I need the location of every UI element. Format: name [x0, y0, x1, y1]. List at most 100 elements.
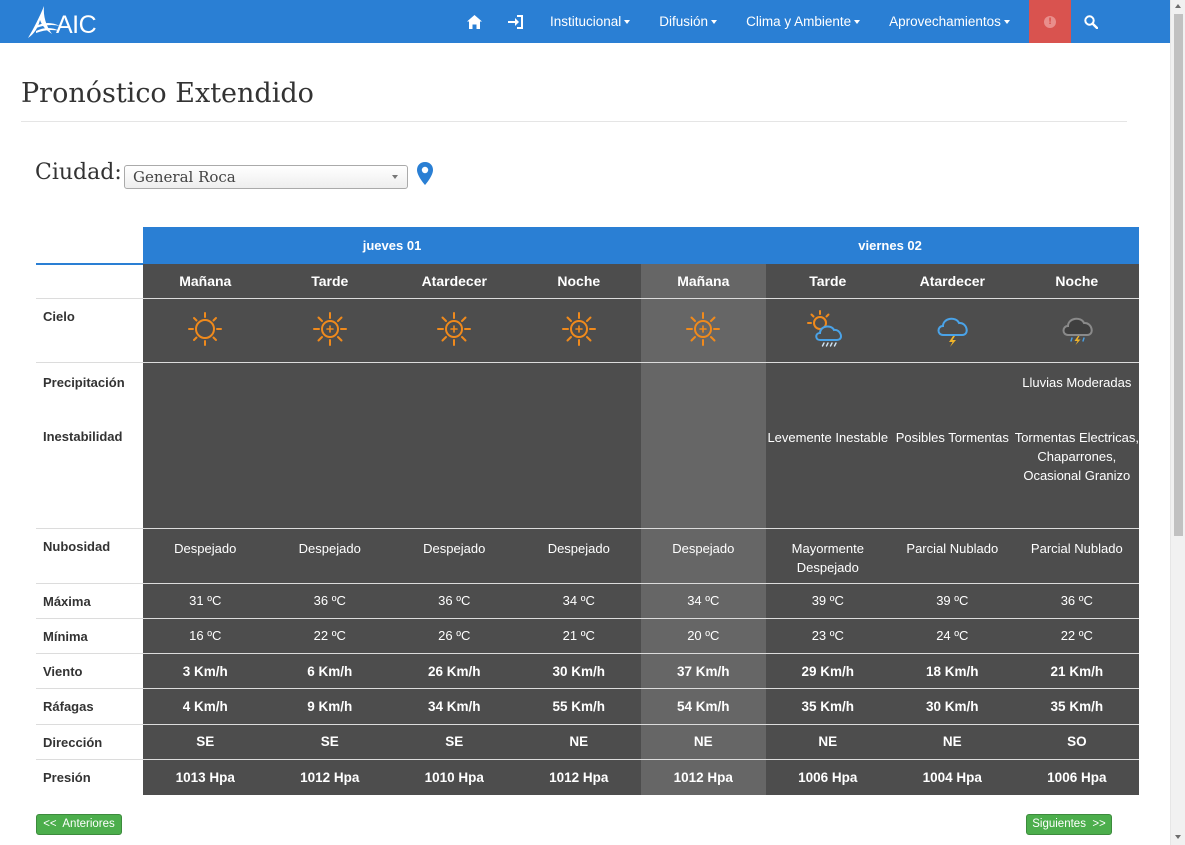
city-select-value: General Roca	[133, 168, 236, 186]
search-icon	[1084, 14, 1098, 29]
nubosidad-cell: Despejado	[392, 527, 517, 583]
viento-cell: 21 Km/h	[1014, 653, 1140, 689]
chevron-down-icon	[392, 175, 398, 179]
page-title: Pronóstico Extendido	[21, 78, 314, 109]
minima-cell: 20 ºC	[641, 617, 766, 654]
periods-header-row: Mañana Tarde Atardecer Noche Mañana Tard…	[36, 264, 1140, 298]
period-header: Noche	[516, 264, 642, 298]
presion-cell: 1006 Hpa	[765, 758, 891, 795]
minima-cell: 16 ºC	[143, 617, 268, 654]
storm-cloud-icon	[1062, 317, 1093, 345]
presion-cell: 1012 Hpa	[516, 758, 642, 795]
nubosidad-cell: Despejado	[143, 527, 268, 583]
sky-cell	[1014, 297, 1140, 362]
sky-cell	[143, 297, 268, 362]
maxima-cell: 36 ºC	[392, 582, 517, 619]
chevron-down-icon	[711, 20, 718, 24]
sky-cell	[392, 297, 517, 362]
sun-icon	[188, 311, 223, 346]
maxima-cell: 31 ºC	[143, 582, 268, 619]
period-header: Noche	[1014, 264, 1140, 298]
row-label-direccion: Dirección	[36, 723, 143, 760]
viento-cell: 30 Km/h	[516, 653, 642, 689]
sign-in-icon[interactable]	[504, 0, 528, 43]
viento-row: Viento 3 Km/h 6 Km/h 26 Km/h 30 Km/h 37 …	[36, 653, 1140, 689]
nubosidad-cell: Despejado	[267, 527, 392, 583]
rafagas-cell: 35 Km/h	[765, 688, 891, 725]
row-label-precipitacion: Precipitación	[43, 374, 125, 390]
maxima-cell: 39 ºC	[765, 582, 891, 619]
scroll-thumb[interactable]	[1174, 14, 1183, 536]
scroll-down-icon[interactable]	[1175, 835, 1181, 839]
rafagas-cell: 34 Km/h	[392, 688, 517, 725]
forecast-table: jueves 01 viernes 02 Mañana Tarde Atarde…	[36, 227, 1140, 795]
minima-cell: 21 ºC	[516, 617, 642, 654]
navbar: AIC Institucional Difusión Clima y Ambie…	[0, 0, 1170, 43]
row-label-cielo: Cielo	[36, 297, 143, 362]
viento-cell: 29 Km/h	[765, 653, 891, 689]
scrollbar[interactable]	[1170, 0, 1185, 845]
direccion-cell: SE	[267, 723, 392, 760]
hot-sun-icon	[437, 311, 472, 346]
direccion-row: Dirección SE SE SE NE NE NE NE SO	[36, 723, 1140, 760]
minima-cell: 22 ºC	[1014, 617, 1140, 654]
scroll-up-icon[interactable]	[1175, 4, 1181, 8]
alert-button[interactable]: !	[1029, 0, 1071, 43]
city-select[interactable]: General Roca	[124, 165, 408, 189]
maxima-cell: 36 ºC	[1014, 582, 1140, 619]
rafagas-cell: 55 Km/h	[516, 688, 642, 725]
maxima-cell: 39 ºC	[890, 582, 1015, 619]
nav-clima-ambiente[interactable]: Clima y Ambiente	[746, 14, 861, 29]
nav-institucional[interactable]: Institucional	[550, 14, 631, 29]
precip-text	[517, 373, 642, 411]
direccion-cell: SO	[1014, 723, 1140, 760]
presion-cell: 1012 Hpa	[641, 758, 766, 795]
sky-row: Cielo	[36, 297, 1140, 362]
nubosidad-cell: Despejado	[516, 527, 642, 583]
search-button[interactable]	[1078, 0, 1104, 43]
viento-cell: 3 Km/h	[143, 653, 268, 689]
row-label-minima: Mínima	[36, 617, 143, 654]
sky-cell	[765, 297, 891, 362]
presion-cell: 1013 Hpa	[143, 758, 268, 795]
previous-button[interactable]: << Anteriores	[36, 814, 122, 835]
period-header: Atardecer	[392, 264, 517, 298]
instab-text: Levemente Inestable	[767, 429, 889, 445]
hot-sun-icon	[561, 311, 596, 346]
precip-instab-row: Precipitación Inestabilidad Levemente In…	[36, 361, 1140, 528]
next-button[interactable]: Siguientes >>	[1026, 814, 1112, 835]
hot-sun-icon	[312, 311, 347, 346]
sun-cloud-rain-icon	[806, 309, 842, 347]
chevron-down-icon	[624, 20, 631, 24]
minima-cell: 26 ºC	[392, 617, 517, 654]
period-header: Mañana	[143, 264, 268, 298]
maxima-row: Máxima 31 ºC 36 ºC 36 ºC 34 ºC 34 ºC 39 …	[36, 582, 1140, 619]
direccion-cell: NE	[765, 723, 891, 760]
days-header-row: jueves 01 viernes 02	[36, 227, 1140, 265]
minima-cell: 23 ºC	[765, 617, 891, 654]
row-label-nubosidad: Nubosidad	[36, 527, 143, 583]
viento-cell: 18 Km/h	[890, 653, 1015, 689]
minima-row: Mínima 16 ºC 22 ºC 26 ºC 21 ºC 20 ºC 23 …	[36, 617, 1140, 654]
rafagas-cell: 9 Km/h	[267, 688, 392, 725]
precip-text	[890, 373, 1015, 411]
home-icon[interactable]	[462, 0, 486, 43]
presion-cell: 1004 Hpa	[890, 758, 1015, 795]
period-header: Atardecer	[890, 264, 1015, 298]
chevron-down-icon	[854, 20, 861, 24]
presion-cell: 1012 Hpa	[267, 758, 392, 795]
viento-cell: 37 Km/h	[641, 653, 766, 689]
maxima-cell: 34 ºC	[641, 582, 766, 619]
row-label-rafagas: Ráfagas	[36, 688, 143, 725]
direccion-cell: SE	[143, 723, 268, 760]
map-pin-icon[interactable]	[416, 162, 434, 190]
nav-difusion[interactable]: Difusión	[659, 14, 718, 29]
alert-icon: !	[1044, 15, 1056, 28]
row-label-viento: Viento	[36, 653, 143, 689]
row-label-precip-instab: Precipitación Inestabilidad	[36, 361, 143, 528]
logo[interactable]: AIC	[26, 0, 97, 43]
period-header: Tarde	[765, 264, 891, 298]
nav-aprovechamientos[interactable]: Aprovechamientos	[889, 14, 1010, 29]
sky-cell	[890, 297, 1015, 362]
